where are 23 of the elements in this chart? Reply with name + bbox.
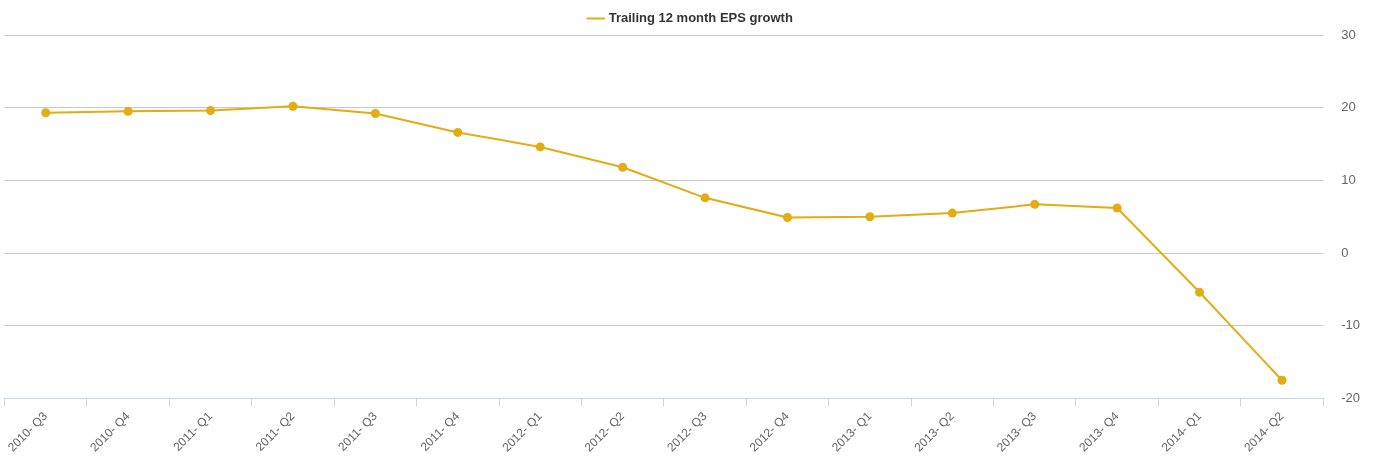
y-tick-label: 0 bbox=[1341, 244, 1349, 260]
y-tick-label: 20 bbox=[1341, 99, 1356, 115]
point bbox=[700, 193, 710, 203]
point bbox=[41, 108, 51, 118]
point bbox=[535, 142, 545, 152]
legend-label: Trailing 12 month EPS growth bbox=[608, 10, 793, 26]
point bbox=[1112, 203, 1122, 213]
point bbox=[206, 106, 216, 116]
point bbox=[1030, 199, 1040, 209]
point bbox=[782, 212, 792, 222]
point bbox=[288, 101, 298, 111]
point bbox=[370, 109, 380, 118]
point bbox=[1277, 375, 1287, 385]
y-tick-label: -20 bbox=[1341, 390, 1361, 406]
point bbox=[123, 106, 133, 116]
point bbox=[453, 127, 463, 137]
point bbox=[618, 162, 628, 172]
point bbox=[947, 208, 957, 218]
point bbox=[1195, 287, 1205, 297]
y-tick-label: 30 bbox=[1341, 26, 1356, 42]
point bbox=[865, 212, 875, 222]
y-tick-label: 10 bbox=[1341, 171, 1356, 187]
y-tick-label: -10 bbox=[1341, 317, 1361, 333]
